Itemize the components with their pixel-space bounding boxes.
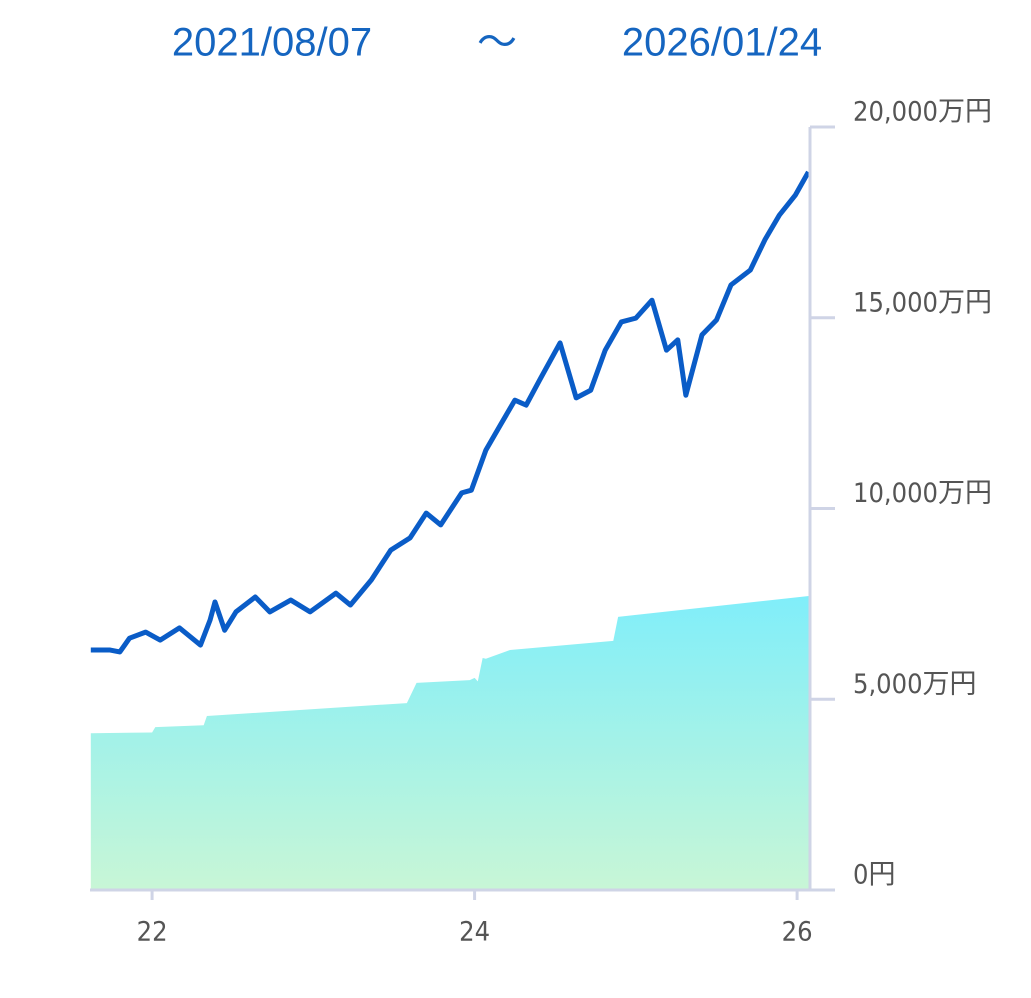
end-date: 2026/01/24 [622, 21, 822, 65]
y-tick-label: 10,000万円 [853, 478, 992, 509]
start-date: 2021/08/07 [172, 21, 372, 65]
y-tick-label: 15,000万円 [853, 287, 992, 318]
x-tick-label: 22 [137, 917, 168, 948]
y-tick-label: 20,000万円 [853, 97, 992, 128]
line [90, 170, 811, 655]
x-tick-label: 24 [459, 917, 490, 948]
x-tick-label: 26 [782, 917, 813, 948]
y-tick-label: 5,000万円 [853, 669, 977, 700]
area [90, 595, 810, 890]
y-tick-label: 0円 [853, 860, 895, 891]
separator: ～ [477, 21, 517, 65]
